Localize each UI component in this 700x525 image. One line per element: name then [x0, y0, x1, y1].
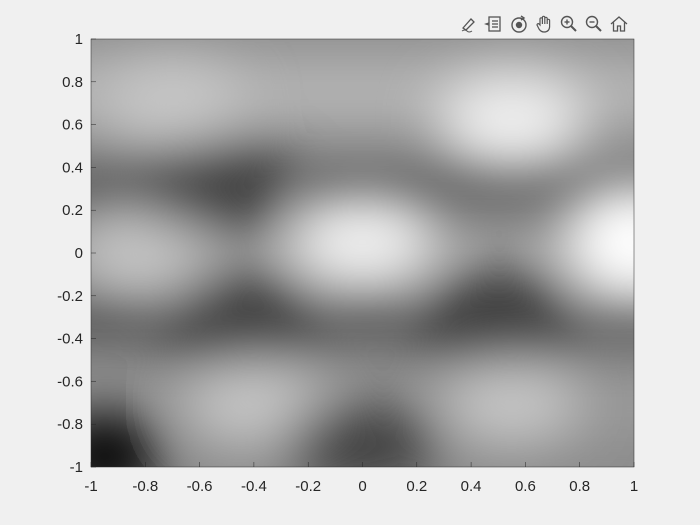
x-tick-label: -0.8: [132, 478, 158, 495]
y-tick-label: -0.4: [57, 331, 83, 348]
y-tick-label: -0.2: [57, 288, 83, 305]
heatmap-surface[interactable]: [31, 39, 700, 501]
data-tips-icon[interactable]: [483, 13, 505, 35]
heatmap-feature-dark: [282, 405, 443, 467]
y-tick-label: 0.4: [62, 159, 83, 176]
x-tick-label: -0.4: [241, 478, 267, 495]
heatmap-feature-dark: [160, 277, 321, 358]
x-tick-label: 0.8: [569, 478, 590, 495]
x-tick-label: 0.2: [406, 478, 427, 495]
heatmap-band: [91, 287, 634, 348]
axes-toolbar: [458, 13, 630, 35]
heatmap-feature-dark: [133, 148, 294, 229]
y-tick-label: 0.8: [62, 74, 83, 91]
x-tick-label: -0.6: [187, 478, 213, 495]
rotate-3d-icon[interactable]: [508, 13, 530, 35]
y-tick-label: 0.2: [62, 202, 83, 219]
zoom-in-icon[interactable]: [558, 13, 580, 35]
x-tick-label: 0.4: [461, 478, 482, 495]
heatmap-feature-light: [441, 362, 582, 443]
y-axis: 1 0.8 0.6 0.4 0.2 0 -0.2 -0.4 -0.6 -0.8 -1: [57, 31, 96, 476]
x-axis: -1 -0.8 -0.6 -0.4 -0.2 0 0.2 0.4 0.6 0.8 1: [84, 462, 638, 495]
x-tick-label: 0.6: [515, 478, 536, 495]
heatmap-feature-light: [102, 63, 243, 144]
brush-icon[interactable]: [458, 13, 480, 35]
heatmap-feature-bright: [287, 197, 438, 288]
x-tick-label: -0.2: [295, 478, 321, 495]
heatmap-feature-brightest: [564, 182, 634, 303]
y-tick-label: -0.8: [57, 416, 83, 433]
heatmap-feature-darkest: [91, 411, 165, 467]
x-tick-label: -1: [84, 478, 97, 495]
y-tick-label: 0: [75, 245, 83, 262]
x-tick-label: 1: [630, 478, 638, 495]
x-tick-label: 0: [358, 478, 366, 495]
heatmap-feature-light: [183, 362, 324, 443]
home-icon[interactable]: [608, 13, 630, 35]
y-tick-label: 0.6: [62, 117, 83, 134]
zoom-out-icon[interactable]: [583, 13, 605, 35]
heatmap-feature-dark: [418, 277, 579, 358]
pan-hand-icon[interactable]: [533, 13, 555, 35]
heatmap-feature-bright: [436, 75, 587, 166]
y-tick-label: 1: [75, 31, 83, 48]
heatmap-feature-light: [91, 213, 216, 293]
y-tick-label: -0.6: [57, 373, 83, 390]
y-tick-label: -1: [70, 459, 83, 476]
